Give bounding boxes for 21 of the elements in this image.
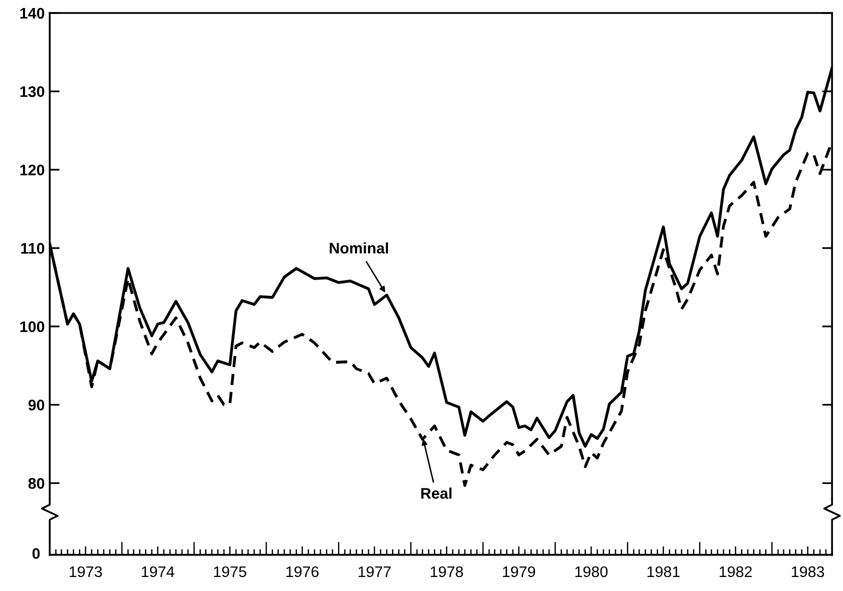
y-tick-label: 100 bbox=[20, 321, 44, 332]
y-tick-label: 130 bbox=[20, 86, 44, 98]
x-tick-label: 1978 bbox=[430, 566, 463, 578]
x-tick-label: 1974 bbox=[142, 566, 174, 578]
y-tick-label: 80 bbox=[28, 478, 44, 489]
x-tick-label: 1976 bbox=[286, 566, 319, 578]
annotation: Real bbox=[421, 488, 452, 499]
x-tick-label: 1982 bbox=[720, 566, 752, 578]
annotation: Nominal bbox=[330, 242, 388, 254]
x-tick-label: 1979 bbox=[502, 566, 536, 578]
x-tick-label: 1973 bbox=[70, 566, 102, 578]
y-tick-label: 90 bbox=[28, 400, 44, 410]
x-tick-label: 1977 bbox=[358, 566, 391, 578]
y-tick-label: 140 bbox=[20, 8, 44, 19]
x-tick-label: 1975 bbox=[214, 566, 246, 578]
x-tick-label: 1983 bbox=[792, 566, 824, 578]
text: 0 bbox=[32, 548, 40, 559]
y-tick-label: 120 bbox=[20, 164, 44, 176]
x-tick-label: 1981 bbox=[648, 566, 680, 578]
x-tick-label: 1980 bbox=[575, 566, 608, 578]
y-tick-label: 110 bbox=[21, 242, 44, 254]
